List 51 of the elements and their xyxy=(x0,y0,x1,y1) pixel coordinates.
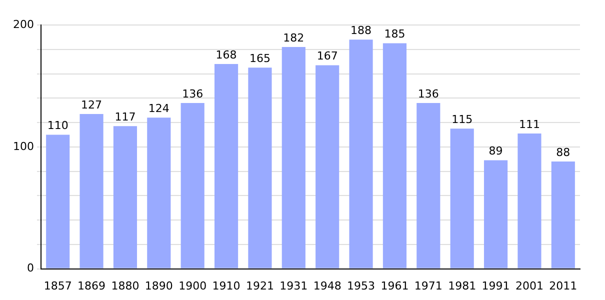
bar xyxy=(316,65,340,268)
bar xyxy=(214,64,238,268)
bar xyxy=(80,114,104,268)
data-label: 136 xyxy=(418,87,439,100)
bar xyxy=(551,162,575,268)
data-label: 111 xyxy=(518,118,540,131)
bar xyxy=(282,46,306,268)
bar xyxy=(518,133,542,268)
x-tick-label: 1948 xyxy=(313,279,342,292)
x-tick-label: 1961 xyxy=(380,279,409,292)
x-tick-label: 1880 xyxy=(111,279,140,292)
y-tick-label: 0 xyxy=(26,262,34,275)
data-label: 188 xyxy=(350,24,372,37)
data-label: 124 xyxy=(148,102,170,116)
data-label: 127 xyxy=(81,98,102,112)
data-label: 89 xyxy=(488,144,503,158)
x-tick-label: 1869 xyxy=(78,279,106,292)
bar xyxy=(248,68,272,268)
x-tick-label: 1931 xyxy=(280,279,308,292)
data-label: 136 xyxy=(182,87,204,100)
x-tick-label: 1910 xyxy=(212,279,240,292)
bar xyxy=(416,103,440,268)
data-label: 165 xyxy=(249,52,270,66)
bar xyxy=(46,134,70,268)
data-label: 185 xyxy=(384,28,406,41)
data-label: 117 xyxy=(114,110,136,124)
x-tick-label: 1900 xyxy=(178,279,207,292)
x-tick-label: 1953 xyxy=(347,279,376,292)
x-tick-label: 1857 xyxy=(44,279,72,292)
x-tick-label: 1971 xyxy=(414,279,442,292)
data-label: 168 xyxy=(216,48,237,62)
data-label: 110 xyxy=(47,119,68,132)
x-tick-label: 2011 xyxy=(549,279,578,292)
bar xyxy=(349,40,373,268)
bar xyxy=(180,103,204,268)
bar xyxy=(484,160,508,268)
bar xyxy=(450,128,474,268)
data-label: 115 xyxy=(452,112,473,126)
x-tick-label: 2001 xyxy=(515,279,544,292)
x-tick-label: 1890 xyxy=(144,279,173,292)
y-tick-label: 200 xyxy=(12,18,34,31)
bar xyxy=(382,43,407,268)
data-label: 182 xyxy=(283,31,304,44)
bar xyxy=(113,126,138,268)
x-tick-label: 1921 xyxy=(246,279,274,292)
data-label: 167 xyxy=(316,50,338,63)
x-tick-label: 1981 xyxy=(448,279,476,292)
y-tick-label: 100 xyxy=(12,140,34,153)
bar xyxy=(147,118,171,268)
x-tick-label: 1991 xyxy=(482,279,510,292)
data-label: 88 xyxy=(556,146,570,159)
